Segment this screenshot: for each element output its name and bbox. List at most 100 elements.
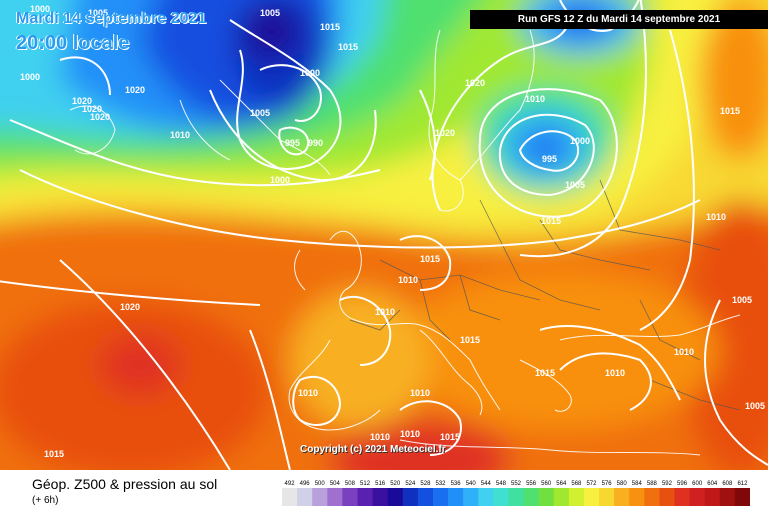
scale-swatch — [357, 488, 374, 506]
scale-swatch — [463, 488, 479, 506]
pressure-label: 1010 — [398, 275, 418, 285]
scale-swatch — [629, 488, 645, 506]
pressure-label: 1015 — [338, 42, 358, 52]
pressure-label: 995 — [285, 138, 300, 148]
scale-level-label: 548 — [496, 481, 507, 487]
pressure-label: 1005 — [250, 108, 270, 118]
scale-level-label: 536 — [451, 481, 462, 487]
scale-level-label: 604 — [707, 481, 718, 487]
pressure-label: 1010 — [525, 94, 545, 104]
scale-swatch — [342, 488, 358, 506]
pressure-label: 1000 — [270, 175, 290, 185]
pressure-label: 1010 — [298, 388, 318, 398]
pressure-labels: 1000 100510151015100010051020102010201020… — [20, 4, 765, 459]
scale-level-label: 572 — [586, 481, 597, 487]
scale-swatch — [508, 488, 525, 506]
pressure-label: 1010 — [400, 429, 420, 439]
scale-swatch — [417, 488, 434, 506]
pressure-label: 990 — [308, 138, 323, 148]
isobars — [0, 0, 768, 470]
scale-level-label: 532 — [436, 481, 447, 487]
scale-level-label: 588 — [647, 481, 658, 487]
scale-level-label: 528 — [420, 481, 431, 487]
scale-swatch — [644, 488, 660, 506]
scale-level-label: 540 — [466, 481, 477, 487]
scale-swatch — [402, 488, 419, 506]
scale-level-label: 584 — [632, 481, 643, 487]
scale-level-label: 524 — [405, 481, 416, 487]
borders — [349, 179, 741, 411]
scale-level-label: 504 — [330, 481, 341, 487]
scale-swatch — [553, 488, 570, 506]
pressure-label: 1015 — [320, 22, 340, 32]
pressure-label: 1000 — [20, 72, 40, 82]
scale-level-label: 508 — [345, 481, 356, 487]
scale-swatch — [704, 488, 721, 506]
scale-level-label: 560 — [541, 481, 552, 487]
pressure-label: 995 — [542, 154, 557, 164]
scale-level-label: 580 — [617, 481, 628, 487]
scale-swatch — [599, 488, 615, 506]
pressure-label: 1010 — [674, 347, 694, 357]
scale-level-label: 608 — [722, 481, 733, 487]
scale-level-label: 496 — [300, 481, 311, 487]
pressure-label: 1015 — [535, 368, 555, 378]
pressure-label: 1015 — [44, 449, 64, 459]
pressure-label: 1010 — [410, 388, 430, 398]
pressure-label: 1020 — [125, 85, 145, 95]
pressure-label: 1020 — [465, 78, 485, 88]
scale-swatch — [614, 488, 630, 506]
run-info: Run GFS 12 Z du Mardi 14 septembre 2021 — [470, 10, 768, 29]
pressure-label: 1020 — [82, 104, 102, 114]
scale-swatch — [282, 488, 298, 506]
scale-swatch — [659, 488, 676, 506]
pressure-label: 1015 — [720, 106, 740, 116]
pressure-label: 1000 — [570, 136, 590, 146]
scale-level-label: 592 — [662, 481, 673, 487]
scale-swatch — [493, 488, 509, 506]
pressure-label: 1015 — [460, 335, 480, 345]
pressure-label: 1000 — [30, 4, 50, 14]
scale-level-label: 564 — [556, 481, 567, 487]
pressure-label: 1005 — [565, 180, 585, 190]
pressure-label: 1010 — [605, 368, 625, 378]
scale-level-label: 576 — [602, 481, 613, 487]
scale-level-label: 520 — [390, 481, 401, 487]
pressure-label: 1010 — [370, 432, 390, 442]
pressure-label: 1010 — [706, 212, 726, 222]
scale-swatch — [568, 488, 585, 506]
scale-swatch — [312, 488, 328, 506]
scale-swatch — [372, 488, 389, 506]
scale-swatch — [674, 488, 691, 506]
scale-level-label: 596 — [677, 481, 688, 487]
color-scale: 492 496 500 504 508 512 516 520 524 528 532 536 540 5… — [282, 481, 750, 506]
scale-level-label: 516 — [375, 481, 386, 487]
scale-swatch — [523, 488, 540, 506]
scale-level-label: 568 — [571, 481, 582, 487]
weather-map: 1000 100510151015100010051020102010201020… — [0, 0, 768, 470]
scale-level-label: 600 — [692, 481, 703, 487]
scale-level-label: 512 — [360, 481, 371, 487]
scale-swatch — [689, 488, 706, 506]
pressure-label: 1005 — [260, 8, 280, 18]
scale-level-label: 492 — [285, 481, 296, 487]
scale-swatch — [387, 488, 404, 506]
scale-swatch — [538, 488, 555, 506]
legend-subtitle: (+ 6h) — [32, 495, 59, 506]
coastlines — [69, 29, 741, 456]
forecast-date: Mardi 14 septembre 2021 — [16, 10, 207, 27]
pressure-label: 1020 — [72, 96, 92, 106]
scale-level-label: 556 — [526, 481, 537, 487]
pressure-label: 1015 — [420, 254, 440, 264]
pressure-label: 1020 — [435, 128, 455, 138]
legend-title: Géop. Z500 & pression au sol — [32, 476, 218, 492]
pressure-label: 1015 — [440, 432, 460, 442]
scale-swatch — [297, 488, 313, 506]
pressure-label: 1005 — [732, 295, 752, 305]
pressure-label: 1020 — [90, 112, 110, 122]
pressure-label: 1020 — [120, 302, 140, 312]
pressure-label: 1010 — [375, 307, 395, 317]
scale-level-label: 544 — [481, 481, 492, 487]
scale-swatch — [432, 488, 449, 506]
scale-level-label: 552 — [511, 481, 522, 487]
